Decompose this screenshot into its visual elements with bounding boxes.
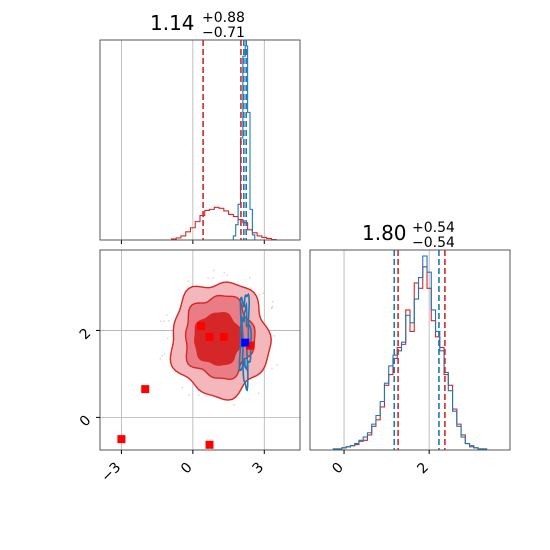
- y-tick-label: 2: [77, 325, 95, 343]
- scatter-sample: [271, 367, 273, 370]
- scatter-sample: [223, 272, 225, 274]
- scatter-sample: [167, 320, 170, 322]
- scatter-sample: [188, 394, 190, 396]
- sample-point: [141, 385, 150, 394]
- histogram-series-2: [332, 255, 488, 450]
- scatter-sample: [250, 287, 253, 289]
- scatter-sample: [166, 314, 168, 316]
- title-marginal-2: 1.80 +0.54 −0.54: [362, 220, 455, 251]
- x-tick-label: 0: [329, 460, 347, 478]
- x-tick-label: 0: [178, 460, 196, 478]
- scatter-sample: [257, 392, 260, 394]
- scatter-sample: [276, 364, 278, 366]
- scatter-sample: [187, 280, 190, 282]
- scatter-sample: [233, 404, 235, 406]
- scatter-sample: [163, 320, 165, 323]
- scatter-sample: [159, 320, 162, 322]
- scatter-sample: [271, 305, 274, 308]
- scatter-sample: [207, 277, 209, 279]
- contour-core-red: [193, 311, 244, 366]
- title-2-value: 1.80: [362, 221, 407, 245]
- truth-point: [241, 338, 250, 347]
- sample-point: [117, 435, 126, 444]
- x-tick-label: −3: [98, 460, 124, 486]
- title-2-plus: +0.54: [412, 220, 455, 236]
- histogram-series-1: [170, 206, 277, 241]
- sample-point: [219, 332, 228, 341]
- scatter-sample: [271, 300, 274, 303]
- sample-point: [197, 322, 206, 331]
- y-tick-label: 0: [77, 412, 95, 430]
- title-marginal-1: 1.14 +0.88 −0.71: [150, 10, 245, 41]
- scatter-sample: [205, 395, 207, 397]
- sample-point: [205, 440, 214, 449]
- axes-frame: [99, 39, 301, 241]
- axes-frame: [99, 249, 301, 451]
- title-2-minus: −0.54: [412, 235, 455, 251]
- scatter-sample: [271, 307, 273, 310]
- scatter-sample: [161, 355, 164, 357]
- scatter-sample: [159, 357, 162, 360]
- scatter-sample: [248, 276, 251, 279]
- scatter-sample: [163, 353, 166, 355]
- scatter-sample: [273, 335, 276, 337]
- scatter-sample: [212, 269, 215, 272]
- histogram-series-2: [232, 45, 256, 240]
- title-1-plus: +0.88: [202, 10, 245, 26]
- joint-scatter-contour: −3 0 3 0 2: [77, 249, 301, 486]
- histogram-series-1: [332, 266, 488, 450]
- scatter-sample: [181, 386, 184, 389]
- scatter-sample: [198, 394, 200, 396]
- x-tick-label: 3: [249, 460, 267, 478]
- scatter-sample: [258, 293, 261, 296]
- sample-point: [205, 332, 214, 341]
- x-tick-label: 2: [414, 460, 432, 478]
- axes-frame: [309, 249, 511, 451]
- scatter-sample: [262, 292, 264, 294]
- contour-outer-blue: [238, 292, 253, 392]
- title-1-value: 1.14: [150, 11, 195, 35]
- marginal-histogram-1: [99, 39, 301, 244]
- sample-point: [246, 341, 254, 350]
- scatter-sample: [212, 276, 214, 279]
- title-1-minus: −0.71: [202, 25, 245, 41]
- scatter-sample: [166, 337, 169, 340]
- scatter-sample: [226, 274, 229, 277]
